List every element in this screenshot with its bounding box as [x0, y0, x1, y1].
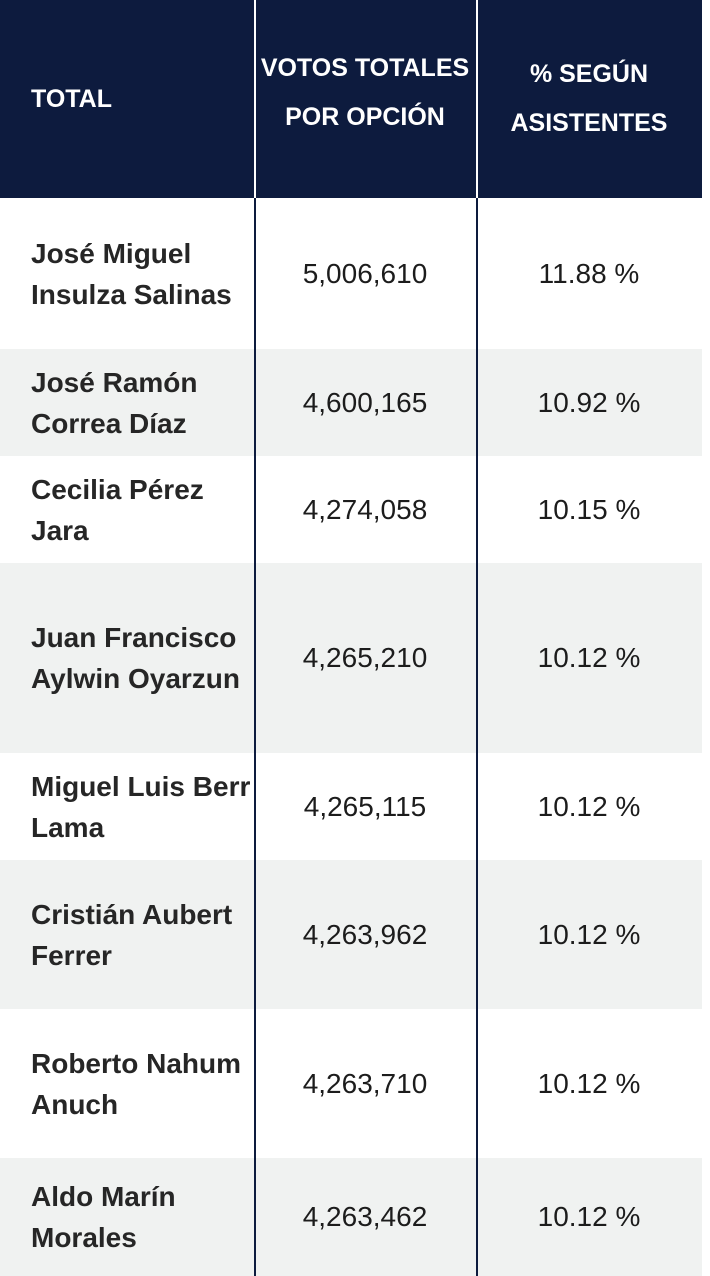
- table-row: Miguel Luis Berr Lama 4,265,115 10.12 %: [0, 753, 702, 860]
- candidate-name: José Ramón Correa Díaz: [31, 366, 198, 439]
- vote-count: 4,263,462: [302, 1201, 428, 1232]
- table-row: Juan Francisco Aylwin Oyarzun 4,265,210 …: [0, 563, 702, 753]
- vote-count: 4,265,115: [303, 790, 427, 822]
- table-row: José Ramón Correa Díaz 4,600,165 10.92 %: [0, 349, 702, 456]
- vote-percent: 10.12 %: [537, 1201, 641, 1232]
- vote-percent: 10.15 %: [537, 493, 641, 525]
- vote-percent: 10.92 %: [537, 386, 641, 418]
- candidate-name: Aldo Marín Morales: [31, 1181, 176, 1253]
- vote-count: 4,263,962: [302, 918, 428, 950]
- vote-count: 4,600,165: [302, 386, 428, 418]
- table-row: José Miguel Insulza Salinas 5,006,610 11…: [0, 198, 702, 349]
- vote-count: 4,265,210: [302, 642, 428, 673]
- candidate-name: Cristián Aubert Ferrer: [31, 898, 233, 971]
- table-row: Roberto Nahum Anuch 4,263,710 10.12 %: [0, 1009, 702, 1158]
- header-total: TOTAL: [31, 84, 113, 113]
- header-votes: VOTOS TOTALES POR OPCIÓN: [260, 54, 470, 131]
- column-divider: [476, 198, 478, 1276]
- table-row: Cecilia Pérez Jara 4,274,058 10.15 %: [0, 456, 702, 563]
- table-row: Cristián Aubert Ferrer 4,263,962 10.12 %: [0, 860, 702, 1009]
- vote-percent: 10.12 %: [537, 918, 641, 950]
- header-divider: [254, 0, 256, 198]
- vote-count: 4,263,710: [302, 1067, 428, 1099]
- vote-percent: 10.12 %: [537, 642, 641, 673]
- column-divider: [254, 198, 256, 1276]
- vote-count: 5,006,610: [302, 257, 428, 289]
- vote-percent: 11.88 %: [538, 257, 640, 289]
- header-divider: [476, 0, 478, 198]
- vote-percent: 10.12 %: [537, 1067, 641, 1099]
- candidate-name: José Miguel Insulza Salinas: [31, 237, 232, 310]
- candidate-name: Roberto Nahum Anuch: [31, 1047, 241, 1120]
- table-body: José Miguel Insulza Salinas 5,006,610 11…: [0, 198, 702, 1276]
- candidate-name: Juan Francisco Aylwin Oyarzun: [31, 622, 241, 694]
- vote-percent: 10.12 %: [537, 790, 641, 822]
- header-percent: % SEGÚN ASISTENTES: [510, 60, 668, 137]
- table-row: Aldo Marín Morales 4,263,462 10.12 %: [0, 1158, 702, 1276]
- table-header: TOTAL VOTOS TOTALES POR OPCIÓN % SEGÚN A…: [0, 0, 702, 198]
- candidate-name: Miguel Luis Berr Lama: [31, 770, 251, 843]
- candidate-name: Cecilia Pérez Jara: [31, 473, 204, 546]
- vote-count: 4,274,058: [302, 493, 428, 525]
